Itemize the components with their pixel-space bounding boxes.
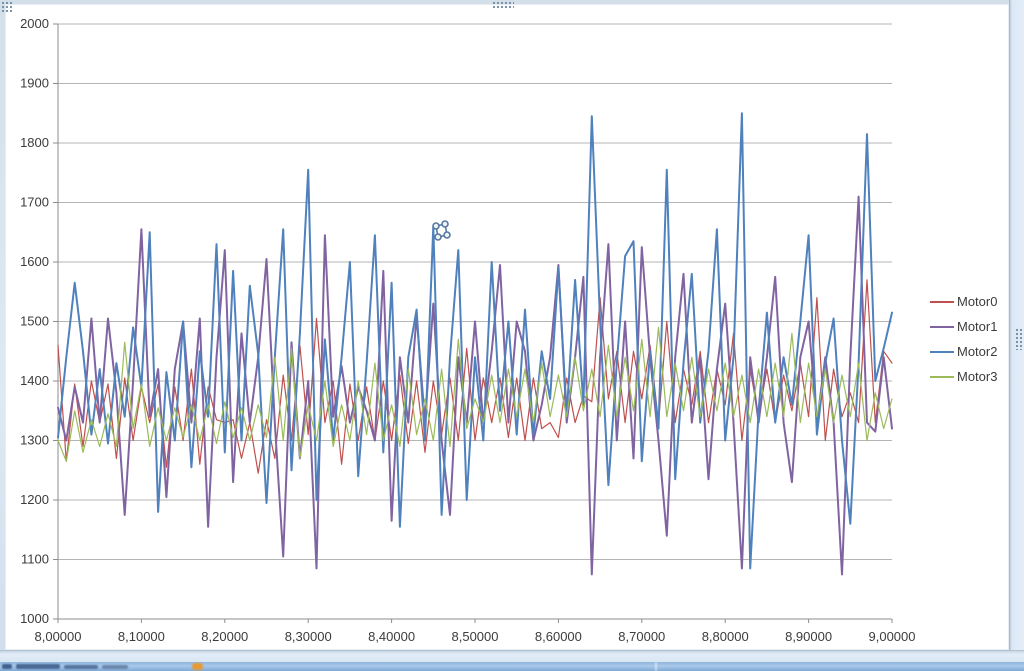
- taskbar-app-icon[interactable]: [192, 663, 203, 670]
- chart-object[interactable]: 1000 1100 1200 1300 1400 1500 1600 1700 1800 1900…: [5, 4, 1009, 650]
- series-line-motor1[interactable]: [57, 195, 893, 576]
- x-axis-label: 8,40000: [368, 629, 415, 644]
- legend-item-motor1[interactable]: Motor1: [930, 314, 997, 339]
- legend-item-motor0[interactable]: Motor0: [930, 289, 997, 314]
- y-axis-label: 1500: [20, 314, 49, 329]
- y-axis-label: 2000: [20, 16, 49, 31]
- taskbar-divider: [655, 662, 657, 671]
- y-axis-label: 1000: [20, 611, 49, 626]
- taskbar-button-fragment[interactable]: [16, 664, 60, 669]
- series-line-motor3[interactable]: [57, 326, 893, 462]
- y-axis-label: 1200: [20, 492, 49, 507]
- legend-item-motor3[interactable]: Motor3: [930, 364, 997, 389]
- legend-label: Motor0: [957, 294, 998, 309]
- x-axis-label: 8,70000: [618, 629, 665, 644]
- selection-handle-top-center[interactable]: [492, 1, 514, 8]
- y-axis-label: 1900: [20, 76, 49, 91]
- move-cursor-icon: [432, 220, 451, 241]
- x-axis-label: 8,00000: [35, 629, 82, 644]
- y-axis-label: 1800: [20, 135, 49, 150]
- chart-canvas[interactable]: 1000 1100 1200 1300 1400 1500 1600 1700 1800 1900…: [6, 5, 1010, 651]
- legend-label: Motor1: [957, 319, 998, 334]
- y-axis-label: 1700: [20, 195, 49, 210]
- y-axis-label: 1300: [20, 433, 49, 448]
- legend-item-motor2[interactable]: Motor2: [930, 339, 997, 364]
- x-axis-label: 9,00000: [869, 629, 916, 644]
- series-line-motor2[interactable]: [57, 112, 893, 570]
- selection-handle-right-middle[interactable]: [1015, 328, 1022, 350]
- x-axis-label: 8,60000: [535, 629, 582, 644]
- legend-label: Motor2: [957, 344, 998, 359]
- x-axis-label: 8,10000: [118, 629, 165, 644]
- chart-legend: Motor0 Motor1 Motor2 Motor3: [930, 289, 997, 389]
- taskbar: [0, 662, 1024, 671]
- x-axis-label: 8,30000: [285, 629, 332, 644]
- legend-label: Motor3: [957, 369, 998, 384]
- y-axis-label: 1400: [20, 373, 49, 388]
- legend-line-swatch: [930, 350, 954, 353]
- legend-line-swatch: [930, 375, 954, 378]
- y-axis-label: 1100: [21, 552, 49, 567]
- legend-line-swatch: [930, 325, 954, 328]
- taskbar-start-fragment[interactable]: [2, 664, 12, 669]
- series-line-motor0[interactable]: [57, 279, 893, 474]
- x-axis-label: 8,90000: [785, 629, 832, 644]
- window-bottom-edge: [0, 650, 1024, 662]
- x-axis-label: 8,80000: [702, 629, 749, 644]
- y-axis-label: 1600: [20, 254, 49, 269]
- legend-line-swatch: [930, 300, 954, 303]
- x-axis-label: 8,20000: [201, 629, 248, 644]
- taskbar-button-fragment[interactable]: [64, 665, 98, 669]
- selection-handle-top-left[interactable]: [1, 1, 12, 12]
- taskbar-button-fragment[interactable]: [102, 665, 128, 669]
- x-axis-label: 8,50000: [452, 629, 499, 644]
